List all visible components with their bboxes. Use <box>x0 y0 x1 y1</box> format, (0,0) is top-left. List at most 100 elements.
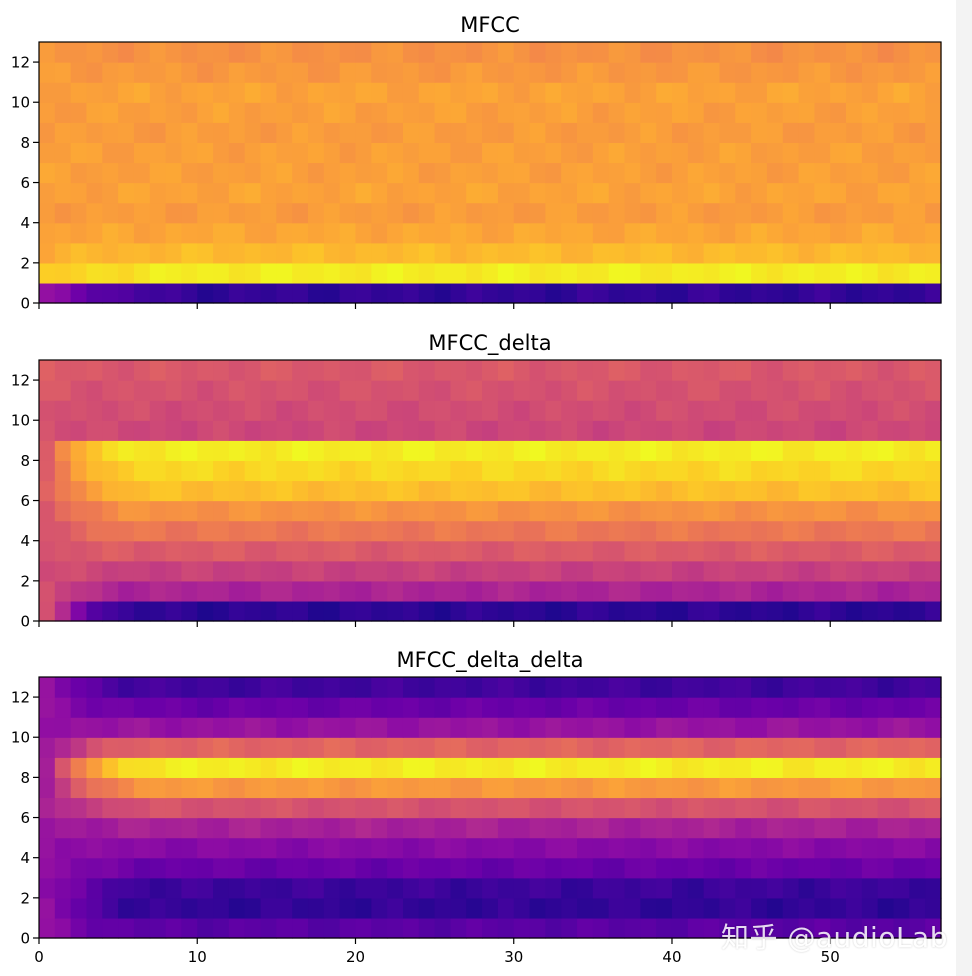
heatmap-cell <box>197 540 214 562</box>
heatmap-cell <box>751 460 768 482</box>
heatmap-cell <box>766 717 784 738</box>
heatmap-cell <box>197 420 214 441</box>
heatmap-cell <box>371 222 388 244</box>
heatmap-cell <box>624 560 641 582</box>
heatmap-cell <box>846 797 863 819</box>
heatmap-cell <box>339 480 357 502</box>
heatmap-cell <box>846 540 863 562</box>
heatmap-cell <box>766 697 784 718</box>
heatmap-cell <box>577 400 594 421</box>
heatmap-cell <box>149 897 167 919</box>
heatmap-cell <box>387 202 404 224</box>
heatmap-cell <box>513 777 531 799</box>
heatmap-cell <box>355 520 372 542</box>
heatmap-cell <box>877 162 895 184</box>
heatmap-cell <box>323 440 341 461</box>
heatmap-cell <box>640 520 657 542</box>
heatmap-cell <box>292 717 309 738</box>
heatmap-cell <box>434 400 452 421</box>
heatmap-cell <box>656 62 673 83</box>
heatmap-cell <box>228 360 246 381</box>
heatmap-cell <box>466 162 483 184</box>
heatmap-cell <box>798 480 815 502</box>
heatmap-cell <box>545 697 562 718</box>
heatmap-cell <box>687 380 705 401</box>
heatmap-cell <box>640 797 657 819</box>
heatmap-cell <box>260 757 277 778</box>
heatmap-cell <box>387 82 404 103</box>
heatmap-cell <box>703 480 721 502</box>
heatmap-cell <box>102 62 119 83</box>
heatmap-cell <box>877 480 895 502</box>
heatmap-cell <box>592 717 610 738</box>
heatmap-cell <box>482 102 499 123</box>
heatmap-cell <box>260 717 277 738</box>
heatmap-cell <box>181 62 198 83</box>
heatmap-cell <box>402 500 420 522</box>
heatmap-cell <box>529 540 546 562</box>
heatmap-cell <box>624 717 641 738</box>
heatmap-cell <box>830 380 847 401</box>
heatmap-cell <box>608 142 626 164</box>
heatmap-cell <box>387 697 404 718</box>
heatmap-cell <box>529 380 546 401</box>
heatmap-cell <box>260 897 277 919</box>
heatmap-cell <box>640 242 657 264</box>
heatmap-cell <box>228 282 246 304</box>
heatmap-cell <box>260 400 277 421</box>
heatmap-cell <box>513 677 531 698</box>
heatmap-cell <box>592 697 610 718</box>
heatmap-cell <box>418 697 436 718</box>
heatmap-cell <box>909 917 926 939</box>
heatmap-cell <box>450 440 467 461</box>
heatmap-cell <box>877 440 895 461</box>
heatmap-cell <box>244 737 262 758</box>
y-tick-label: 6 <box>20 809 30 827</box>
heatmap-cell <box>276 360 293 381</box>
heatmap-cell <box>608 182 626 204</box>
heatmap-cell <box>608 837 626 859</box>
heatmap-cell <box>133 897 151 919</box>
heatmap-cell <box>529 877 546 899</box>
heatmap-cell <box>909 480 926 502</box>
heatmap-cell <box>70 122 88 143</box>
heatmap-cell <box>244 837 262 859</box>
heatmap-cell <box>656 520 673 542</box>
heatmap-cell <box>909 837 926 859</box>
heatmap-cell <box>671 222 689 244</box>
heatmap-cell <box>292 500 309 522</box>
heatmap-cell <box>877 837 895 859</box>
heatmap-cell <box>387 122 404 143</box>
heatmap-cell <box>909 600 926 622</box>
heatmap-cell <box>102 122 119 143</box>
heatmap-cell <box>561 182 578 204</box>
heatmap-cell <box>70 697 88 718</box>
heatmap-cell <box>86 460 103 482</box>
heatmap-cell <box>450 222 467 244</box>
heatmap-cell <box>687 817 705 839</box>
heatmap-cell <box>482 162 499 184</box>
heatmap-cell <box>39 440 56 461</box>
heatmap-cell <box>54 697 72 718</box>
heatmap-cell <box>782 857 800 879</box>
heatmap-cell <box>671 162 689 184</box>
heatmap-cell <box>276 82 293 103</box>
heatmap-cell <box>339 500 357 522</box>
heatmap-cell <box>703 222 721 244</box>
heatmap-cell <box>418 202 436 224</box>
heatmap-cell <box>814 460 831 482</box>
heatmap-cell <box>434 440 452 461</box>
heatmap-cell <box>355 82 372 103</box>
heatmap-cell <box>561 282 578 304</box>
heatmap-cell <box>260 242 277 264</box>
heatmap-cell <box>434 737 452 758</box>
heatmap-cell <box>766 677 784 698</box>
heatmap-cell <box>893 440 910 461</box>
heatmap-cell <box>418 857 436 879</box>
heatmap-cell <box>339 837 357 859</box>
heatmap-cell <box>782 540 800 562</box>
heatmap-cell <box>276 242 293 264</box>
heatmap-cell <box>450 82 467 103</box>
heatmap-cell <box>308 837 325 859</box>
heatmap-cell <box>308 500 325 522</box>
